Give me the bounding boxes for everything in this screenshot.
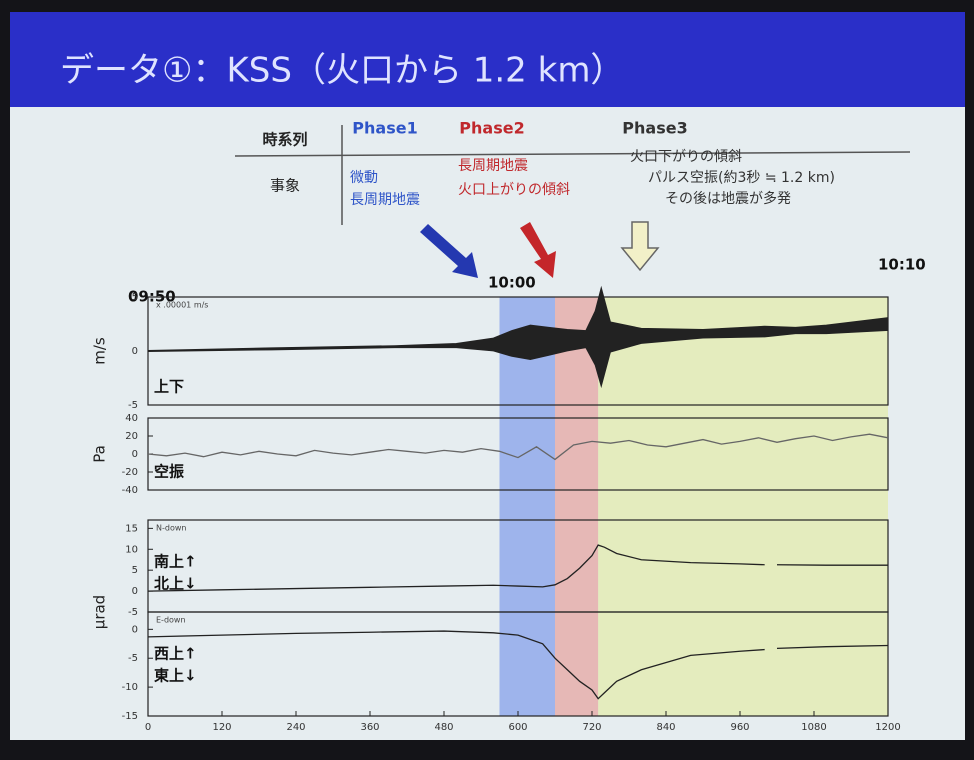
phase-event: 火口上がりの傾斜 xyxy=(458,182,570,198)
x-tick-label: 1200 xyxy=(875,722,900,733)
y-tick-label: -5 xyxy=(128,400,138,411)
y-tick-label: -10 xyxy=(122,682,138,693)
time-label: 10:10 xyxy=(878,256,926,274)
phase-name: Phase2 xyxy=(459,119,524,138)
phase-span xyxy=(500,297,556,716)
inset-label: 東上↓ xyxy=(154,667,197,685)
y-tick-label: -40 xyxy=(122,485,138,496)
slide-title: データ①：KSS（火口から 1.2 km） xyxy=(60,51,624,91)
time-label: 10:00 xyxy=(488,274,536,292)
row-label: 事象 xyxy=(270,177,300,195)
x-tick-label: 480 xyxy=(434,722,453,733)
phase-event: 微動 xyxy=(350,170,378,186)
phase-event: その後は地震が多発 xyxy=(665,190,791,207)
x-tick-label: 0 xyxy=(145,722,151,733)
y-tick-label: 10 xyxy=(125,544,138,555)
phase-event: 長周期地震 xyxy=(350,192,420,208)
y-tick-label: 15 xyxy=(125,523,138,534)
y-tick-label: 5 xyxy=(132,565,138,576)
x-tick-label: 240 xyxy=(286,722,305,733)
phase-name: Phase3 xyxy=(622,119,687,138)
phase-event: 火口下がりの傾斜 xyxy=(630,149,742,165)
y-axis-label: Pa xyxy=(91,445,109,463)
phase-span xyxy=(555,297,598,716)
y-tick-label: -5 xyxy=(128,607,138,618)
x-tick-label: 600 xyxy=(508,722,527,733)
phase-name: Phase1 xyxy=(352,119,417,138)
inset-label: 西上↑ xyxy=(154,645,197,663)
y-tick-label: 20 xyxy=(125,431,138,442)
x-tick-label: 1080 xyxy=(801,722,826,733)
y-axis-label: μrad xyxy=(91,595,109,629)
y-tick-label: 0 xyxy=(132,346,138,357)
y-axis-label: m/s xyxy=(91,337,109,365)
y-tick-label: -5 xyxy=(128,653,138,664)
inset-label: 南上↑ xyxy=(154,553,197,571)
x-tick-label: 120 xyxy=(212,722,231,733)
y-tick-label: -20 xyxy=(122,467,138,478)
y-tick-label: 0 xyxy=(132,624,138,635)
y-tick-label: 5 xyxy=(132,292,138,303)
inset-label: 空振 xyxy=(154,463,184,481)
y-tick-label: -15 xyxy=(122,711,138,722)
x-tick-label: 960 xyxy=(730,722,749,733)
annotation: E-down xyxy=(156,616,186,625)
annotation: x .00001 m/s xyxy=(156,301,208,310)
y-tick-label: 0 xyxy=(132,449,138,460)
x-tick-label: 720 xyxy=(582,722,601,733)
annotation: N-down xyxy=(156,524,186,533)
header-label: 時系列 xyxy=(262,131,307,149)
y-tick-label: 40 xyxy=(125,413,138,424)
y-tick-label: 0 xyxy=(132,586,138,597)
phase-span xyxy=(598,297,888,716)
x-tick-label: 840 xyxy=(656,722,675,733)
phase-event: 長周期地震 xyxy=(458,158,528,174)
x-tick-label: 360 xyxy=(360,722,379,733)
inset-label: 上下 xyxy=(154,378,184,396)
phase-event: パルス空振(約3秒 ≒ 1.2 km) xyxy=(648,170,835,186)
page: データ①：KSS（火口から 1.2 km） 時系列 事象 Phase1微動長周期… xyxy=(0,0,974,760)
slide-photo: データ①：KSS（火口から 1.2 km） 時系列 事象 Phase1微動長周期… xyxy=(0,0,974,760)
